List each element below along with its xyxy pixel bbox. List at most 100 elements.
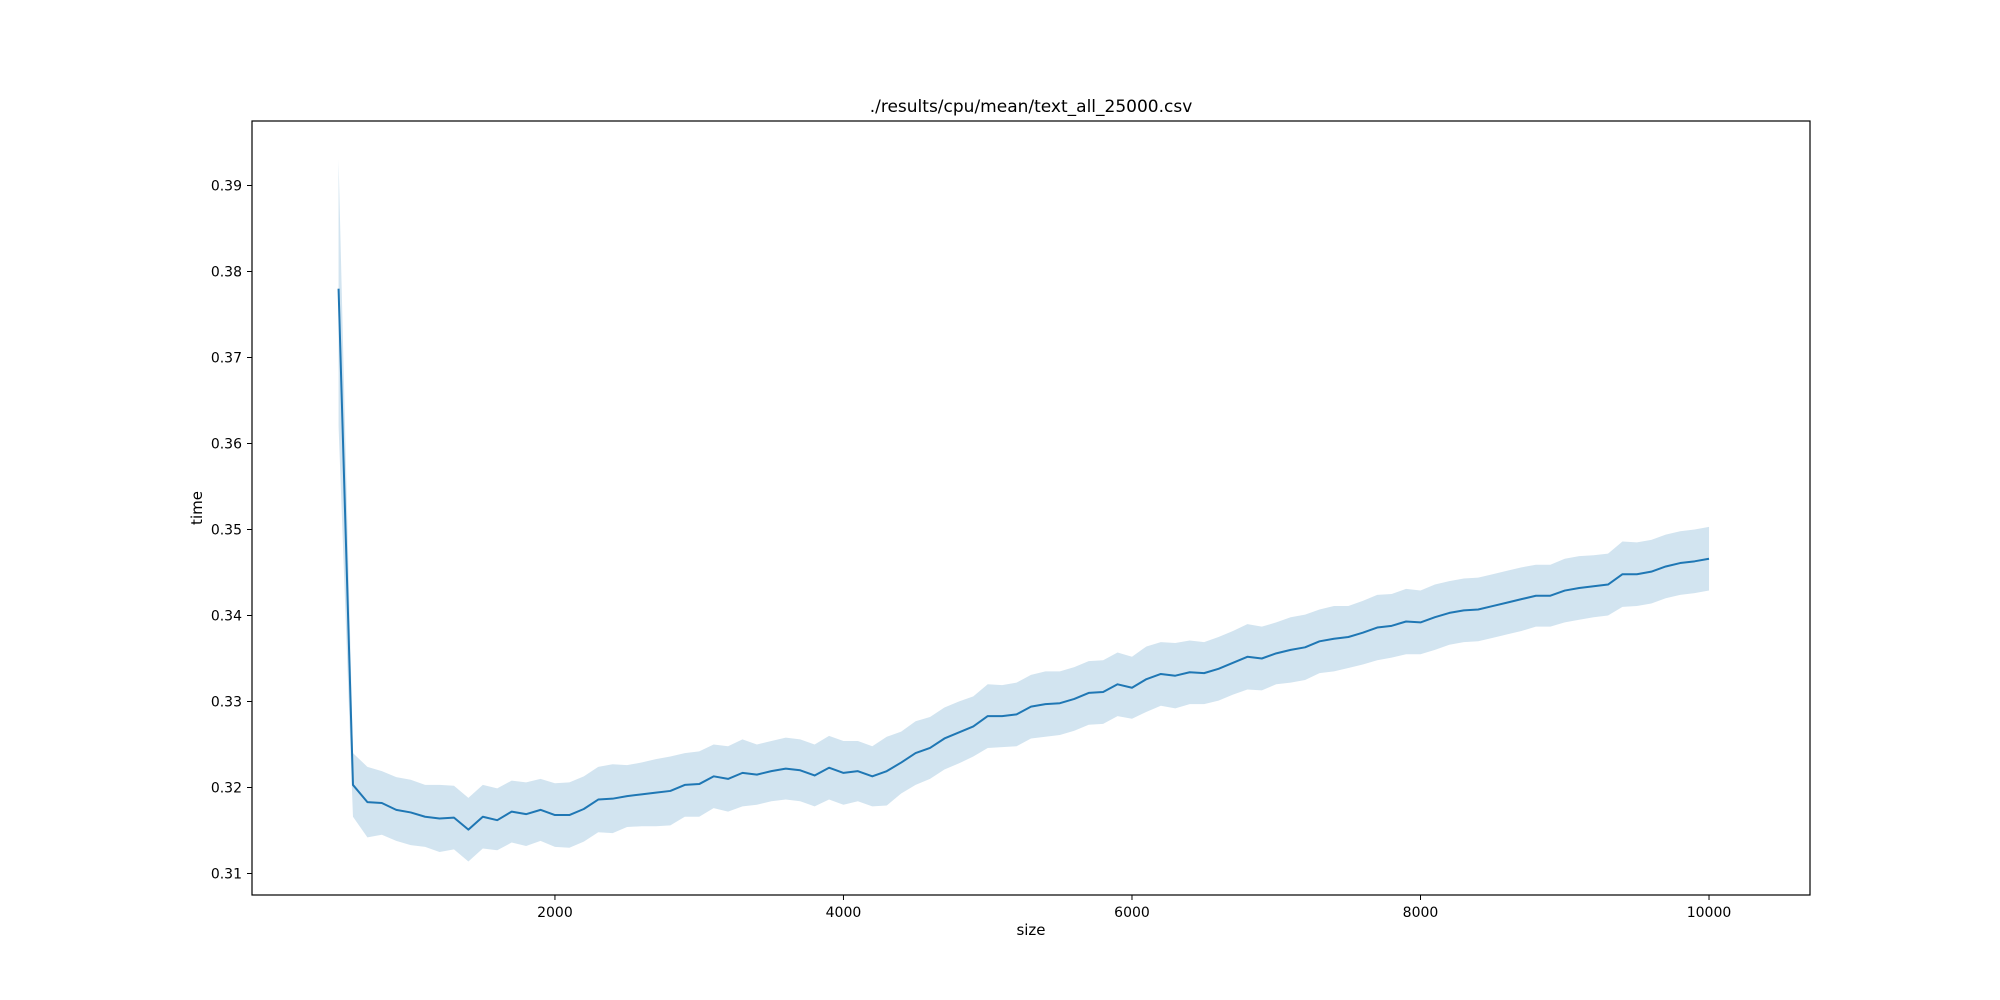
x-tick-label: 10000 [1687, 905, 1732, 921]
data-point [496, 819, 498, 821]
data-point [641, 793, 643, 795]
data-point [410, 811, 412, 813]
data-point [1376, 627, 1378, 629]
data-point [1131, 687, 1133, 689]
y-tick-label: 0.32 [211, 781, 242, 797]
data-point [684, 784, 686, 786]
data-point [1347, 636, 1349, 638]
axes-frame [251, 120, 1811, 896]
data-point [1174, 675, 1176, 677]
data-point [352, 784, 354, 786]
data-point [1275, 652, 1277, 654]
data-point [1290, 649, 1292, 651]
data-point [814, 774, 816, 776]
data-point [1607, 584, 1609, 586]
data-point [554, 814, 556, 816]
data-point [713, 775, 715, 777]
data-point [1145, 678, 1147, 680]
series-line-0 [337, 288, 1710, 831]
data-point [1391, 625, 1393, 627]
data-point [439, 817, 441, 819]
data-point [698, 783, 700, 785]
data-point [727, 778, 729, 780]
data-point [842, 772, 844, 774]
data-point [424, 816, 426, 818]
data-point [525, 813, 527, 815]
data-point [1492, 605, 1494, 607]
data-point [568, 814, 570, 816]
data-point [467, 829, 469, 831]
data-point [1059, 702, 1061, 704]
data-point [1405, 621, 1407, 623]
y-tick-label: 0.35 [211, 523, 242, 539]
data-point [1636, 573, 1638, 575]
x-tick-label: 4000 [826, 905, 862, 921]
data-point [1203, 672, 1205, 674]
y-tick-label: 0.39 [211, 179, 242, 195]
data-point [1261, 658, 1263, 660]
x-tick-label: 6000 [1114, 905, 1150, 921]
data-point [1708, 558, 1710, 560]
data-point [1434, 616, 1436, 618]
data-point [1650, 571, 1652, 573]
data-point [1520, 598, 1522, 600]
y-axis-label: time [188, 491, 206, 525]
data-point [1189, 671, 1191, 673]
data-point [1535, 595, 1537, 597]
data-point [1420, 621, 1422, 623]
data-point [1016, 713, 1018, 715]
data-point [1333, 638, 1335, 640]
data-point [669, 790, 671, 792]
data-point [799, 769, 801, 771]
data-point [1246, 656, 1248, 658]
data-point [1102, 691, 1104, 693]
y-tick-label: 0.31 [211, 867, 242, 883]
data-point [1319, 640, 1321, 642]
x-axis: 2000 4000 6000 8000 10000 [537, 895, 1731, 921]
data-point [366, 801, 368, 803]
y-axis: 0.31 0.32 0.33 0.34 0.35 0.36 0.37 0.38 0.39 [211, 179, 252, 883]
data-point [1477, 608, 1479, 610]
data-point [1665, 565, 1667, 567]
data-point [1593, 585, 1595, 587]
data-point [395, 809, 397, 811]
data-point [958, 731, 960, 733]
x-tick-label: 2000 [537, 905, 573, 921]
data-point [1232, 662, 1234, 664]
data-point [972, 725, 974, 727]
data-point [1463, 609, 1465, 611]
data-point [1506, 602, 1508, 604]
chart-title: ./results/cpu/mean/text_all_25000.csv [870, 97, 1193, 117]
data-point [1218, 668, 1220, 670]
data-point [1117, 683, 1119, 685]
data-point [612, 798, 614, 800]
data-point [1160, 673, 1162, 675]
data-point [482, 816, 484, 818]
y-tick-label: 0.34 [211, 609, 242, 625]
data-point [900, 762, 902, 764]
x-tick-label: 8000 [1403, 905, 1439, 921]
data-point [511, 811, 513, 813]
data-point [785, 768, 787, 770]
data-point [929, 747, 931, 749]
data-point [1088, 692, 1090, 694]
data-point [770, 770, 772, 772]
y-tick-label: 0.37 [211, 351, 242, 367]
data-point [338, 288, 340, 290]
data-point [1073, 698, 1075, 700]
data-point [1679, 562, 1681, 564]
data-point [1694, 560, 1696, 562]
data-point [1030, 706, 1032, 708]
data-point [583, 808, 585, 810]
y-tick-label: 0.38 [211, 265, 242, 281]
data-point [1362, 632, 1364, 634]
data-point [756, 774, 758, 776]
x-axis-label: size [1016, 921, 1045, 939]
data-point [1564, 590, 1566, 592]
y-tick-label: 0.36 [211, 437, 242, 453]
data-point [1621, 573, 1623, 575]
data-point [597, 799, 599, 801]
data-point [381, 802, 383, 804]
